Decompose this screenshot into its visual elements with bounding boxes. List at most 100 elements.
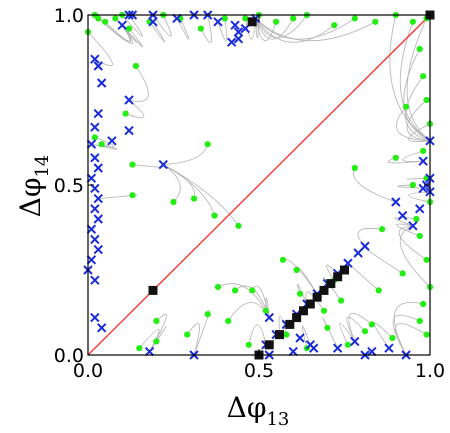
fixed-point [275, 330, 285, 340]
end-point [90, 54, 100, 64]
start-point [242, 15, 249, 22]
start-point [420, 73, 427, 80]
start-point [279, 256, 287, 263]
start-point [283, 331, 290, 338]
trajectory-line [402, 150, 424, 162]
end-point [86, 173, 97, 183]
start-point [221, 15, 228, 22]
start-point [153, 317, 160, 325]
trajectory-line [265, 297, 270, 318]
end-point [96, 323, 107, 333]
trajectory-line [149, 325, 167, 352]
end-point [158, 159, 168, 170]
trajectory-line [398, 225, 427, 261]
trajectory-line [152, 14, 172, 37]
trajectory-line [408, 123, 431, 143]
trajectory-line [176, 18, 190, 40]
end-point [172, 13, 182, 24]
start-point [231, 287, 239, 294]
end-point [367, 346, 377, 357]
diagonal-line [87, 14, 431, 356]
trajectory-line [322, 317, 339, 349]
end-point [90, 312, 100, 323]
end-point [93, 108, 103, 119]
end-point [415, 204, 425, 214]
fixed-point [312, 292, 322, 302]
trajectory-line [348, 313, 373, 342]
start-point [423, 331, 430, 338]
x-tick-label: 1.0 [415, 360, 445, 382]
start-point [351, 164, 358, 172]
trajectory-line [163, 164, 239, 227]
start-point [170, 198, 177, 206]
start-point [211, 212, 218, 219]
start-point [368, 321, 375, 328]
start-point [290, 15, 297, 22]
end-point [86, 224, 97, 234]
trajectory-line [87, 31, 113, 67]
y-tick-label: 0.0 [54, 345, 84, 367]
fixed-point [292, 313, 302, 323]
end-point [90, 153, 100, 163]
start-point [392, 154, 399, 161]
start-point [389, 334, 396, 342]
start-point [296, 290, 304, 297]
end-point [391, 197, 401, 207]
start-point [379, 226, 386, 233]
start-point [98, 141, 105, 148]
end-point [93, 244, 103, 255]
end-point [288, 346, 298, 357]
fixed-point [319, 285, 329, 295]
end-point [230, 20, 240, 30]
start-point [129, 192, 136, 199]
x-tick-label: 0.0 [73, 360, 103, 382]
trajectory-line [394, 216, 417, 227]
start-point [125, 25, 133, 32]
trajectory-line [387, 157, 424, 164]
end-point [90, 122, 100, 132]
start-point [399, 270, 406, 277]
trajectory-line [186, 323, 200, 356]
end-point [213, 17, 223, 27]
trajectory-line [255, 18, 335, 43]
end-point [93, 193, 103, 204]
trajectory-line [255, 14, 308, 39]
start-point [416, 232, 423, 240]
trajectory-line [346, 316, 366, 342]
trajectory-line [163, 164, 215, 216]
end-point [350, 336, 360, 347]
start-point [245, 341, 252, 348]
trajectory-line [255, 18, 294, 40]
end-point [264, 312, 274, 323]
trajectory-line [399, 21, 431, 142]
trajectory-line [389, 14, 431, 142]
end-point [96, 78, 107, 88]
end-point [86, 139, 97, 149]
start-point [372, 18, 379, 25]
start-point [184, 331, 191, 338]
end-point [93, 163, 103, 173]
trajectory-line [163, 144, 209, 166]
end-point [418, 156, 428, 166]
y-tick-label: 1.0 [54, 5, 84, 27]
start-point [320, 307, 328, 314]
trajectory-line [353, 167, 396, 203]
start-point [375, 287, 382, 294]
end-point [295, 333, 305, 343]
end-point [397, 210, 408, 221]
end-point [408, 221, 418, 231]
start-point [416, 317, 423, 325]
fixed-point [264, 340, 274, 350]
start-point [153, 338, 160, 345]
trajectory-line [278, 315, 287, 335]
trajectory-line [121, 24, 143, 48]
start-point [204, 311, 211, 318]
trajectory-line [396, 223, 420, 237]
fixed-point [285, 319, 295, 329]
trajectory-line [296, 283, 308, 305]
trajectory-line [162, 164, 181, 203]
start-point [214, 283, 222, 291]
end-point [107, 136, 117, 146]
trajectory-line [406, 99, 431, 142]
y-axis-label: Δφ14 [14, 155, 53, 218]
